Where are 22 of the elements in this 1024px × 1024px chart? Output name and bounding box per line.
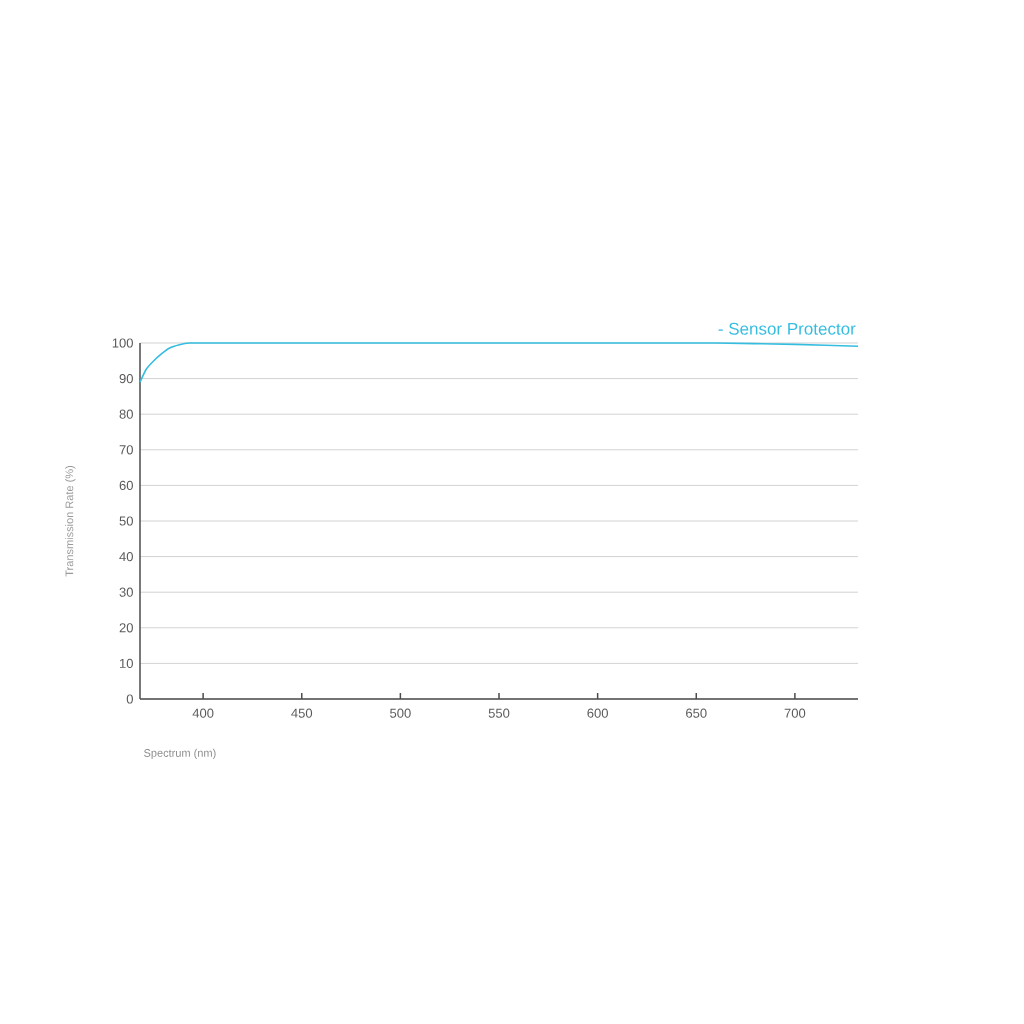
y-axis-title: Transmission Rate (%) xyxy=(65,465,76,577)
x-tick-label: 650 xyxy=(686,708,707,718)
x-tick-label: 450 xyxy=(291,708,313,718)
y-tick-label: 60 xyxy=(119,480,133,490)
y-tick-label: 30 xyxy=(119,587,133,597)
x-tick-label: 500 xyxy=(390,708,411,718)
y-tick-label: 90 xyxy=(119,373,133,384)
x-tick-label: 700 xyxy=(784,708,806,718)
x-tick-label: 400 xyxy=(192,708,214,718)
series-label: - Sensor Protector xyxy=(718,322,856,335)
y-tick-label: 10 xyxy=(120,658,133,668)
line-series xyxy=(139,342,859,383)
y-tick-label: 80 xyxy=(119,409,133,419)
x-tick-label: 550 xyxy=(488,708,510,718)
y-tick-label: 20 xyxy=(119,623,133,633)
x-tick-label: 600 xyxy=(587,708,608,718)
y-tick-label: 100 xyxy=(112,338,133,348)
y-tick-label: 40 xyxy=(119,551,133,562)
y-tick-label: 50 xyxy=(119,516,133,526)
x-axis-title: Spectrum (nm) xyxy=(144,748,216,760)
y-tick-label: 0 xyxy=(126,694,133,704)
y-tick-label: 70 xyxy=(119,445,133,455)
